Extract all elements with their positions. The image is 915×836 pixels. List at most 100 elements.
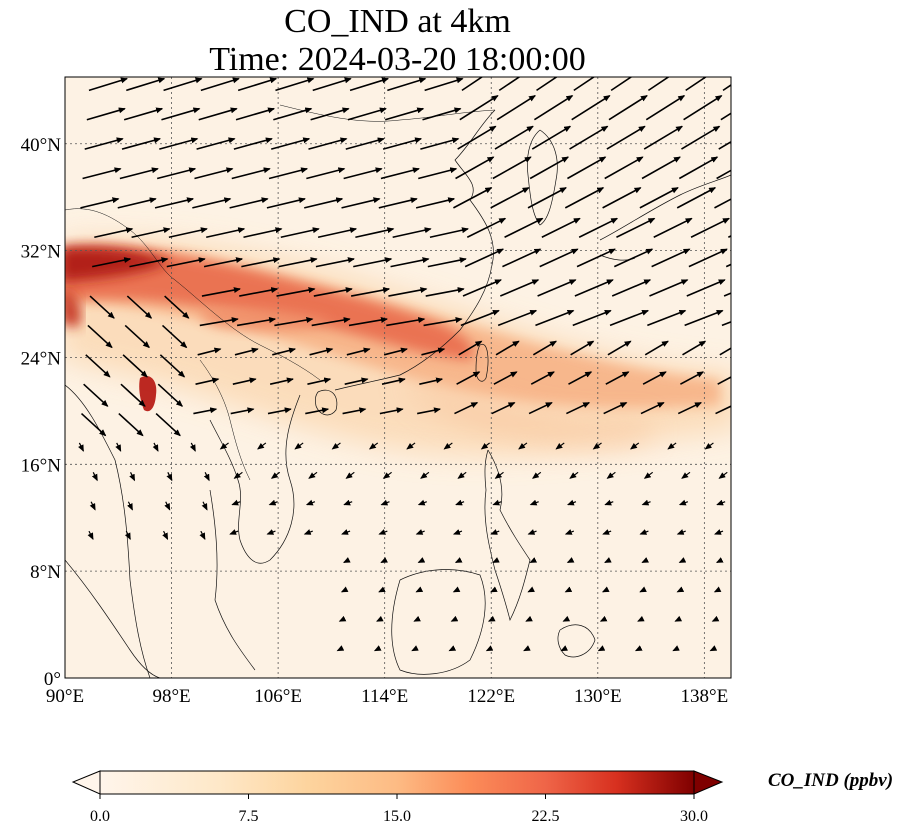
wind-arrow [653, 217, 693, 238]
wind-arrow [189, 442, 196, 452]
wind-arrow [415, 197, 456, 209]
wind-arrow [313, 287, 353, 297]
wind-arrow [85, 354, 111, 378]
wind-arrow [684, 309, 724, 327]
wind-arrow [518, 442, 528, 450]
wind-arrow [343, 557, 351, 564]
wind-arrow [685, 77, 708, 92]
wind-arrow [532, 340, 557, 356]
wind-arrow [455, 156, 495, 180]
wind-arrow [566, 557, 575, 564]
wind-arrow [427, 257, 467, 268]
wind-arrow [676, 187, 717, 209]
wind-arrow [310, 107, 350, 121]
longitude-tick-labels: 90°E 98°E 106°E 114°E 122°E 130°E 138°E [46, 686, 728, 707]
wind-arrow [229, 529, 239, 535]
wind-arrow [91, 472, 98, 482]
wind-arrow [311, 317, 351, 327]
wind-arrow [233, 137, 273, 150]
lat-tick-label: 0° [44, 669, 61, 690]
wind-arrow [709, 645, 718, 652]
wind-arrow [457, 125, 497, 150]
wind-arrow [573, 77, 596, 92]
wind-arrow [611, 279, 652, 297]
wind-arrow [564, 586, 573, 593]
wind-arrow [306, 167, 346, 180]
wind-arrow [683, 94, 723, 121]
wind-arrow [200, 77, 240, 92]
wind-arrow [504, 217, 544, 238]
wind-arrow [380, 499, 390, 506]
wind-arrow [497, 309, 538, 327]
wind-arrow [606, 471, 616, 479]
wind-arrow [124, 324, 150, 349]
map-frame [64, 76, 732, 679]
wind-arrow [610, 77, 633, 92]
wind-arrow [346, 347, 371, 356]
wind-arrow [466, 217, 507, 238]
wind-arrow [639, 187, 679, 209]
wind-arrow [131, 227, 171, 239]
wind-arrow [84, 137, 124, 150]
wind-arrow [490, 586, 498, 593]
wind-arrow [270, 471, 281, 479]
wind-arrow [634, 645, 643, 652]
wind-arrow [457, 471, 467, 479]
wind-arrow [714, 529, 724, 535]
wind-arrow [164, 295, 190, 319]
wind-arrow [725, 263, 731, 268]
wind-arrow [678, 499, 689, 506]
wind-arrow [379, 407, 404, 415]
wind-arrow [348, 317, 388, 327]
wind-arrow [347, 107, 387, 121]
wind-arrow [129, 472, 136, 482]
wind-arrow [494, 471, 504, 479]
wind-arrow [498, 77, 521, 92]
wind-arrow [490, 529, 500, 535]
wind-arrow [344, 377, 369, 385]
wind-arrow [643, 471, 654, 479]
wind-arrow [678, 557, 687, 564]
wind-arrow [349, 77, 390, 92]
wind-arrow [529, 156, 570, 180]
lon-tick-label: 90°E [46, 686, 84, 707]
wind-arrow [564, 529, 575, 535]
wind-arrow [315, 257, 355, 268]
wind-arrow [343, 499, 353, 506]
wind-arrow [203, 257, 244, 268]
wind-arrow [421, 347, 446, 356]
wind-arrow [276, 287, 316, 297]
wind-arrow [82, 167, 122, 180]
wind-arrow [531, 471, 542, 479]
latitude-tick-labels: 0° 8°N 16°N 24°N 32°N 40°N [21, 135, 62, 690]
wind-arrow [168, 227, 208, 239]
wind-arrow [686, 279, 726, 297]
wind-arrow [154, 197, 195, 209]
wind-arrow [88, 77, 128, 92]
wind-arrow [378, 197, 418, 209]
wind-arrow [492, 499, 502, 506]
wind-arrow [78, 442, 84, 452]
wind-arrow [235, 107, 275, 121]
wind-arrow [231, 167, 271, 180]
lat-tick-label: 32°N [21, 242, 62, 263]
wind-arrow [156, 167, 197, 180]
wind-arrow [570, 340, 595, 356]
wind-arrow [492, 156, 532, 180]
lat-tick-label: 24°N [21, 348, 62, 369]
wind-arrow [236, 317, 277, 327]
wind-arrow [609, 309, 649, 327]
wind-arrow [266, 529, 276, 535]
wind-arrow [406, 442, 416, 450]
wind-arrow [576, 248, 616, 268]
wind-arrow [126, 77, 166, 92]
wind-arrow [415, 529, 425, 535]
wind-arrow [378, 586, 386, 593]
wind-arrow [164, 501, 171, 511]
wind-arrow [639, 586, 647, 593]
wind-arrow [380, 167, 420, 180]
wind-arrow [413, 615, 421, 622]
lon-tick-label: 114°E [361, 686, 408, 707]
lon-tick-label: 122°E [467, 686, 515, 707]
